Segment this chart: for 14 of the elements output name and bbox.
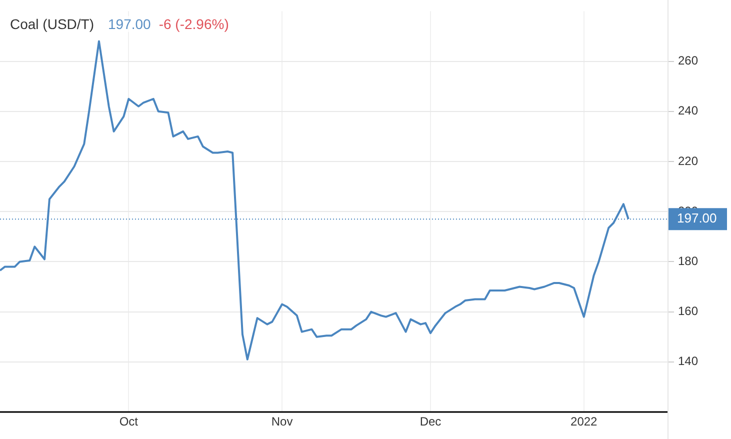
y-tick-label: 220 (678, 154, 698, 168)
chart-title: Coal (USD/T) (10, 16, 94, 32)
y-tick-label: 180 (678, 254, 698, 268)
ref-line-label: 197.00 (677, 210, 717, 226)
annotation: 197.00 (108, 16, 151, 32)
x-tick-label: Dec (420, 414, 442, 429)
x-tick-label: Oct (119, 414, 139, 429)
y-tick-label: 240 (678, 104, 698, 118)
y-tick-label: 160 (678, 304, 698, 318)
x-tick-label: 2022 (570, 414, 598, 429)
y-tick-label: 260 (678, 54, 698, 68)
annotation: -6 (-2.96%) (158, 16, 229, 32)
x-tick-label: Nov (271, 414, 293, 429)
y-tick-label: 140 (678, 354, 698, 368)
